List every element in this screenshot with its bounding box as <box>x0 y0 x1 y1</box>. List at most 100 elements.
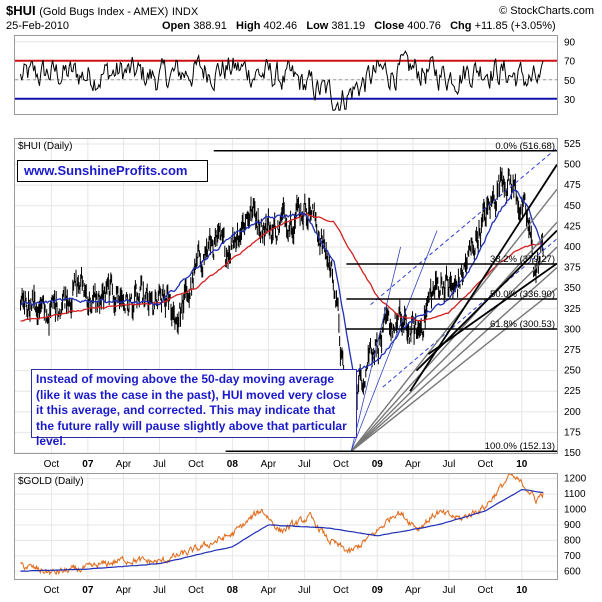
fan-line <box>350 230 438 452</box>
gold-y-axis: 600 700 800 900 1000 1100 1200 <box>564 474 587 578</box>
x-tick-label: Oct <box>333 459 349 470</box>
fib-level-label: 0.0% (516.68) <box>495 141 555 152</box>
x-tick-label: 08 <box>227 585 239 596</box>
gold-chart <box>15 474 557 579</box>
fan-line <box>350 246 557 452</box>
gold-x-axis: Oct 07 Apr Jul Oct 08 Apr Jul Oct 09 Apr Jul Oct 10 <box>44 585 528 596</box>
fib-level-label: 38.2% (379.27) <box>490 254 555 265</box>
exchange: INDX <box>171 6 199 18</box>
x-tick-label: Oct <box>188 459 204 470</box>
x-tick-label: Apr <box>116 459 132 470</box>
y-tick-label: 400 <box>564 242 581 253</box>
close-label: Close <box>374 20 405 32</box>
y-tick-label: 525 <box>564 139 581 150</box>
x-tick-label: 09 <box>372 459 384 470</box>
x-tick-label: Oct <box>478 585 494 596</box>
x-tick-label: Jul <box>153 585 166 596</box>
y-tick-label: 70 <box>564 57 576 68</box>
annotation-box: Instead of moving above the 50-day movin… <box>31 369 357 448</box>
chg-value: +11.85 (+3.05%) <box>474 20 556 32</box>
x-tick-label: Oct <box>44 459 60 470</box>
gold-panel <box>14 473 558 580</box>
x-tick-label: 08 <box>227 459 239 470</box>
y-tick-label: 325 <box>564 304 581 315</box>
x-tick-label: Oct <box>333 585 349 596</box>
x-tick-label: Jul <box>443 459 456 470</box>
open-label: Open <box>162 20 191 32</box>
y-tick-label: 300 <box>564 324 581 335</box>
website-url[interactable]: www.SunshineProfits.com <box>17 160 208 182</box>
high-label: High <box>236 20 261 32</box>
date-text: 25-Feb-2010 <box>6 20 69 32</box>
rsi-line <box>20 50 544 111</box>
y-tick-label: 275 <box>564 345 581 356</box>
y-tick-label: 900 <box>564 520 581 531</box>
y-tick-label: 800 <box>564 535 581 546</box>
x-tick-label: 09 <box>372 585 384 596</box>
y-tick-label: 450 <box>564 201 581 212</box>
y-tick-label: 425 <box>564 221 581 232</box>
fan-line <box>350 287 557 452</box>
low-label: Low <box>306 20 329 32</box>
rsi-y-axis: 30 50 70 90 <box>564 38 576 106</box>
y-tick-label: 600 <box>564 566 581 577</box>
y-tick-label: 1200 <box>564 474 587 485</box>
x-tick-label: Oct <box>478 459 494 470</box>
fan-line <box>350 246 402 452</box>
x-tick-label: Jul <box>443 585 456 596</box>
ma50-line <box>20 189 544 373</box>
trendline-shallow <box>427 262 557 355</box>
ohlc-readout: Open 388.91 High 402.46 Low 381.19 Close… <box>162 20 556 32</box>
y-tick-label: 700 <box>564 551 581 562</box>
x-tick-label: Apr <box>261 585 277 596</box>
x-tick-label: Apr <box>405 585 421 596</box>
rsi-panel <box>14 35 558 115</box>
x-tick-label: Jul <box>298 459 311 470</box>
x-tick-label: Apr <box>261 459 277 470</box>
hui-y-axis: 150 175 200 225 250 275 300 325 350 375 400 425 450 4… <box>564 139 581 456</box>
fib-level-label: 100.0% (152.13) <box>485 441 555 452</box>
y-tick-label: 175 <box>564 427 581 438</box>
y-tick-label: 30 <box>564 95 576 106</box>
y-tick-label: 250 <box>564 366 581 377</box>
gold-price-line <box>20 474 544 576</box>
rsi-chart <box>15 41 557 111</box>
chg-label: Chg <box>450 20 472 32</box>
close-value: 400.76 <box>407 20 441 32</box>
y-tick-label: 1000 <box>564 505 587 516</box>
x-tick-label: 07 <box>82 459 94 470</box>
gold-panel-title: $GOLD (Daily) <box>18 476 84 487</box>
hui-x-axis: Oct 07 Apr Jul Oct 08 Apr Jul Oct 09 Apr Jul Oct 10 <box>44 459 528 470</box>
y-tick-label: 50 <box>564 76 576 87</box>
x-tick-label: Apr <box>405 459 421 470</box>
y-tick-label: 200 <box>564 407 581 418</box>
x-tick-label: Oct <box>44 585 60 596</box>
symbol: $HUI <box>6 3 36 18</box>
y-tick-label: 1100 <box>564 489 586 500</box>
x-tick-label: Jul <box>153 459 166 470</box>
x-tick-label: 10 <box>516 585 528 596</box>
y-tick-label: 90 <box>564 38 576 49</box>
y-tick-label: 500 <box>564 160 581 171</box>
x-tick-label: 10 <box>516 459 528 470</box>
y-tick-label: 150 <box>564 448 581 456</box>
fan-line <box>350 188 557 452</box>
fib-level-label: 61.8% (300.53) <box>490 319 555 330</box>
x-tick-label: Jul <box>298 585 311 596</box>
symbol-title: $HUI (Gold Bugs Index - AMEX) INDX <box>6 3 198 18</box>
fan-line <box>350 267 557 452</box>
low-value: 381.19 <box>331 20 366 32</box>
x-tick-label: 07 <box>82 585 94 596</box>
brand-text: © StockCharts.com <box>499 5 594 17</box>
gold-ma-line <box>20 488 544 572</box>
channel-upper-line <box>370 147 557 306</box>
fib-level-label: 50.0% (336.90) <box>490 289 555 300</box>
trendline-medium <box>415 229 557 372</box>
open-value: 388.91 <box>193 20 227 32</box>
y-tick-label: 350 <box>564 283 581 294</box>
index-name: (Gold Bugs Index - AMEX) <box>39 6 169 18</box>
y-tick-label: 225 <box>564 386 581 397</box>
ma200-line <box>20 212 544 322</box>
high-value: 402.46 <box>263 20 298 32</box>
